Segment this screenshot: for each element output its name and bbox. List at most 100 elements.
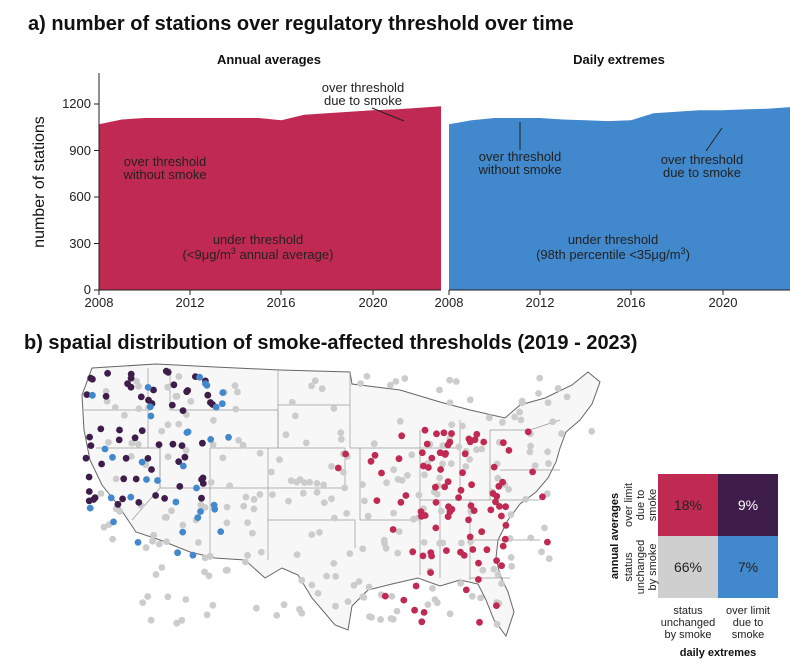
station-point-both: [144, 455, 152, 462]
station-point-annual-only: [418, 618, 426, 626]
station-point-unchanged: [142, 544, 150, 552]
station-point-both: [85, 488, 93, 495]
station-point-annual-only: [483, 546, 491, 554]
station-point-annual-only: [398, 432, 406, 440]
station-point-annual-only: [440, 429, 448, 437]
station-point-unchanged: [359, 481, 366, 488]
station-point-unchanged: [293, 551, 301, 558]
label-nosmoke-annual-1: over threshold: [124, 154, 206, 169]
station-point-unchanged: [182, 446, 190, 454]
station-point-unchanged: [332, 573, 340, 580]
station-point-unchanged: [239, 441, 247, 449]
station-point-unchanged: [121, 411, 128, 419]
station-point-unchanged: [203, 611, 211, 619]
station-point-both: [170, 381, 178, 389]
station-point-unchanged: [436, 474, 443, 482]
station-point-unchanged: [447, 460, 455, 467]
facet-title-annual: Annual averages: [217, 52, 321, 67]
station-point-annual-only: [468, 481, 475, 489]
x-tick-label-2020: 2020: [359, 295, 388, 310]
station-point-unchanged: [299, 489, 307, 497]
station-point-unchanged: [257, 548, 265, 556]
station-point-unchanged: [448, 421, 456, 429]
station-point-annual-only: [476, 618, 483, 626]
station-point-unchanged: [201, 568, 208, 576]
station-point-annual-only: [428, 552, 435, 560]
station-point-unchanged: [436, 386, 443, 394]
station-point-daily-only: [146, 403, 154, 411]
station-point-daily-only: [107, 494, 115, 502]
station-point-unchanged: [446, 610, 454, 618]
station-point-annual-only: [475, 576, 482, 583]
station-point-annual-only: [459, 469, 466, 477]
border-in-oh: [459, 420, 491, 500]
station-point-annual-only: [402, 492, 410, 499]
station-point-unchanged: [97, 490, 105, 497]
station-point-annual-only: [502, 503, 509, 511]
station-point-annual-only: [432, 524, 440, 532]
station-point-annual-only: [505, 447, 513, 454]
station-point-both: [83, 391, 91, 398]
station-point-unchanged: [242, 493, 250, 501]
station-point-unchanged: [249, 529, 256, 537]
station-point-both: [132, 475, 140, 483]
station-point-unchanged: [452, 378, 460, 385]
station-point-daily-only: [147, 412, 155, 420]
station-point-unchanged: [158, 427, 166, 435]
x-tick-label-2012-daily: 2012: [526, 295, 555, 310]
station-point-annual-only: [428, 454, 436, 462]
station-point-daily-only: [217, 528, 225, 535]
station-point-unchanged: [498, 580, 505, 587]
station-point-both: [181, 453, 189, 461]
station-point-unchanged: [511, 413, 519, 421]
station-point-both: [115, 436, 123, 444]
station-point-both: [204, 391, 212, 399]
station-point-daily-only: [207, 436, 215, 443]
station-point-unchanged: [387, 381, 394, 389]
station-point-unchanged: [308, 581, 316, 589]
station-point-daily-only: [154, 477, 161, 484]
station-point-unchanged: [109, 535, 116, 543]
station-point-unchanged: [519, 399, 526, 406]
station-point-annual-only: [480, 438, 488, 446]
station-point-unchanged: [298, 576, 306, 584]
station-point-unchanged: [383, 479, 390, 487]
station-point-both: [169, 440, 177, 448]
border-ok: [268, 519, 356, 548]
station-point-unchanged: [147, 616, 155, 624]
label-nosmoke-daily-2: without smoke: [477, 162, 561, 177]
station-point-both: [161, 495, 169, 502]
station-point-unchanged: [357, 380, 364, 387]
station-point-unchanged: [344, 598, 352, 605]
station-point-annual-only: [498, 512, 505, 520]
station-point-unchanged: [163, 538, 170, 546]
area-over-threshold-due-to-smoke-daily: [449, 107, 790, 290]
label-under-annual-2: (<9μg/m3 annual average): [183, 246, 334, 262]
station-point-both: [168, 401, 176, 409]
station-point-unchanged: [390, 466, 398, 474]
station-point-unchanged: [398, 477, 406, 484]
station-point-unchanged: [330, 405, 338, 412]
station-point-unchanged: [102, 388, 110, 395]
station-point-annual-only: [478, 528, 486, 536]
facet-title-daily: Daily extremes: [573, 52, 665, 67]
station-point-unchanged: [134, 441, 142, 448]
station-point-unchanged: [545, 460, 552, 467]
station-point-annual-only: [409, 548, 417, 556]
station-point-unchanged: [535, 390, 542, 397]
station-point-both: [137, 393, 145, 401]
station-point-unchanged: [164, 421, 172, 429]
station-point-unchanged: [139, 599, 147, 606]
station-point-annual-only: [457, 486, 465, 494]
station-point-annual-only: [499, 542, 507, 550]
station-point-unchanged: [377, 616, 384, 623]
station-point-unchanged: [187, 398, 195, 405]
station-point-unchanged: [219, 454, 227, 462]
station-point-unchanged: [163, 513, 170, 521]
station-point-daily-only: [189, 551, 197, 559]
station-point-annual-only: [373, 497, 381, 504]
station-point-unchanged: [343, 510, 350, 517]
border-dakotas-west: [277, 370, 345, 449]
station-point-unchanged: [429, 585, 436, 592]
station-point-annual-only: [502, 521, 510, 529]
